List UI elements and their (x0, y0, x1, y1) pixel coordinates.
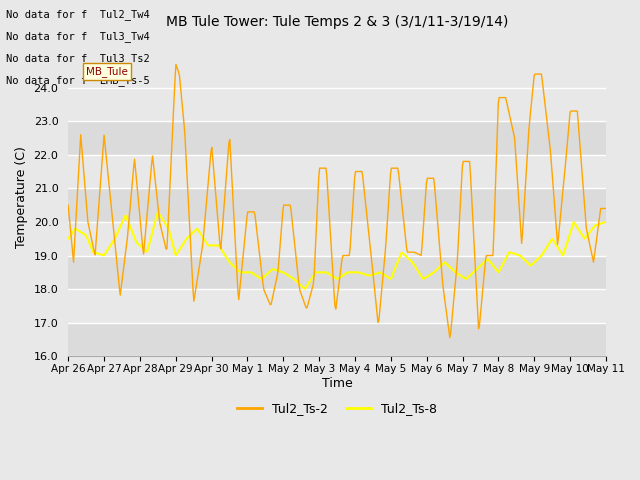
Text: No data for f  Tul2_Tw4: No data for f Tul2_Tw4 (6, 9, 150, 20)
Text: No data for f  Tul3_Ts2: No data for f Tul3_Ts2 (6, 53, 150, 64)
Bar (68, 323, 606, 356)
Title: MB Tule Tower: Tule Temps 2 & 3 (3/1/11-3/19/14): MB Tule Tower: Tule Temps 2 & 3 (3/1/11-… (166, 15, 508, 29)
Text: No data for f  Tul3_Tw4: No data for f Tul3_Tw4 (6, 31, 150, 42)
X-axis label: Time: Time (322, 377, 353, 390)
Text: No data for f  LMB_Ts-5: No data for f LMB_Ts-5 (6, 75, 150, 86)
Text: MB_Tule: MB_Tule (86, 66, 128, 77)
Bar (68, 188, 606, 222)
Legend: Tul2_Ts-2, Tul2_Ts-8: Tul2_Ts-2, Tul2_Ts-8 (232, 397, 442, 420)
Bar (68, 255, 606, 289)
Y-axis label: Temperature (C): Temperature (C) (15, 146, 28, 248)
Bar (68, 121, 606, 155)
